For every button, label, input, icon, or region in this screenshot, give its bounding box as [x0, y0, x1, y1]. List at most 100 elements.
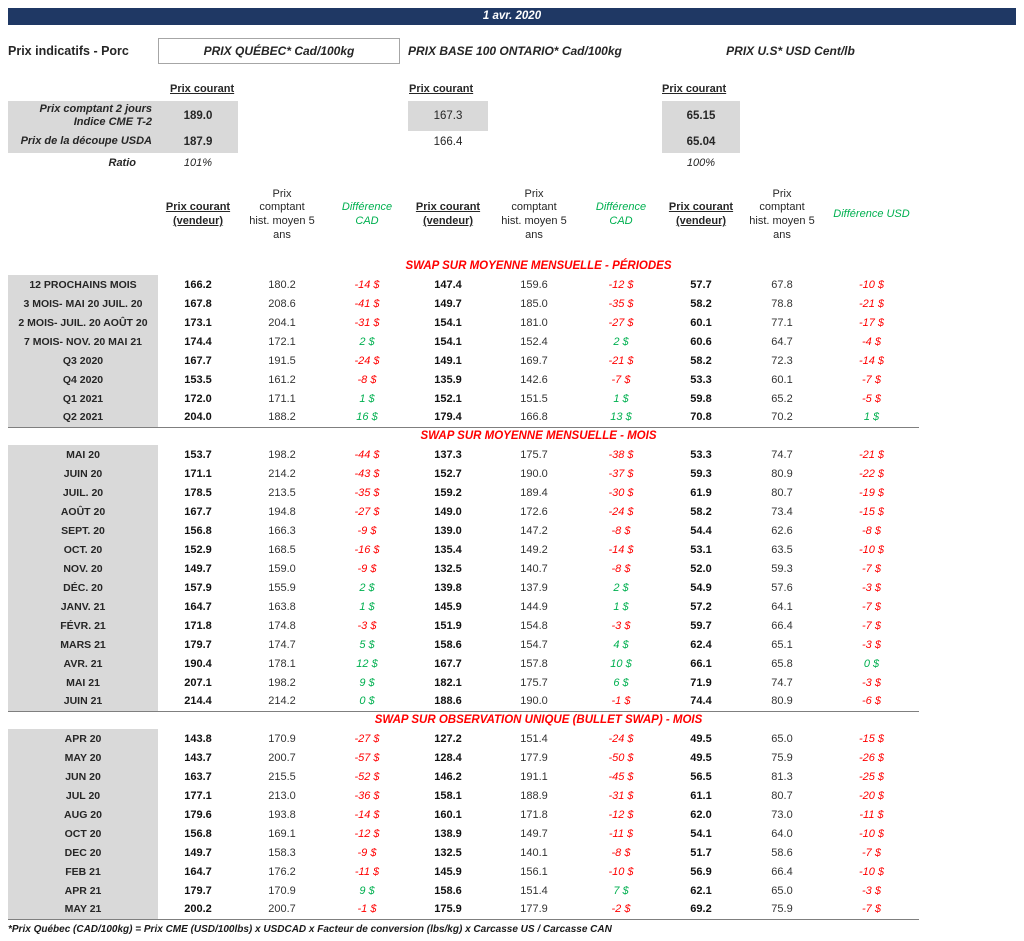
us-difference: -10 $ [858, 543, 885, 556]
qc-difference: 1 $ [359, 600, 375, 613]
qc-prix-hist: 213.0 [268, 789, 296, 802]
us-difference: -14 $ [858, 354, 885, 367]
row-label: MAY 20 [8, 748, 158, 767]
spot-usda-quebec: 187.9 [158, 131, 238, 153]
us-prix-hist: 72.3 [771, 354, 793, 367]
qc-prix-courant: 171.8 [184, 619, 212, 632]
section-header-row: SWAP SUR OBSERVATION UNIQUE (BULLET SWAP… [8, 710, 920, 729]
on-difference: -12 $ [608, 808, 634, 821]
table-row: SEPT. 20 156.8 166.3 -9 $ 139.0 147.2 -8 $ 54.4… [8, 521, 919, 540]
qc-prix-courant: 153.5 [184, 373, 212, 386]
table-row: JUIL. 20 178.5 213.5 -35 $ 159.2 189.4 -30 $ 61… [8, 483, 919, 502]
on-difference: -30 $ [608, 486, 634, 499]
qc-difference: -35 $ [354, 486, 380, 499]
col-header-vendeur-on: Prix courant (vendeur) [415, 201, 481, 227]
col-header-diff-cad-qc: Différence CAD [341, 201, 393, 227]
table-row: MAI 21 207.1 198.2 9 $ 182.1 175.7 6 $ 71.9 74.7… [8, 673, 919, 692]
qc-difference: -27 $ [354, 505, 380, 518]
qc-prix-hist: 174.8 [268, 619, 296, 632]
qc-difference: -27 $ [354, 732, 380, 745]
qc-prix-hist: 215.5 [268, 770, 296, 783]
qc-prix-courant: 167.8 [184, 297, 212, 310]
on-prix-courant: 152.7 [434, 467, 462, 480]
qc-difference: -41 $ [354, 297, 380, 310]
on-difference: 10 $ [610, 657, 632, 670]
on-prix-courant: 159.2 [434, 486, 462, 499]
qc-difference: 2 $ [359, 581, 375, 594]
row-label: APR 20 [8, 729, 158, 748]
qc-difference: 5 $ [359, 638, 375, 651]
on-prix-hist: 156.1 [520, 865, 548, 878]
table-row: NOV. 20 149.7 159.0 -9 $ 132.5 140.7 -8 $ 52.0 5… [8, 559, 919, 578]
qc-prix-hist: 170.9 [268, 884, 296, 897]
qc-prix-hist: 163.8 [268, 600, 296, 613]
on-prix-hist: 181.0 [520, 316, 548, 329]
us-prix-courant: 54.4 [690, 524, 712, 537]
us-prix-courant: 74.4 [690, 695, 712, 708]
qc-prix-courant: 207.1 [184, 676, 212, 689]
qc-prix-courant: 167.7 [184, 505, 212, 518]
table-row: Q3 2020 167.7 191.5 -24 $ 149.1 169.7 -21 $ 58.… [8, 351, 919, 370]
qc-difference: -9 $ [357, 524, 377, 537]
row-label: FÉVR. 21 [8, 616, 158, 635]
column-headers-row: Prix courant (vendeur) Prix comptant his… [8, 173, 919, 257]
table-row: JUIN 20 171.1 214.2 -43 $ 152.7 190.0 -37 $ 59.… [8, 464, 919, 483]
us-prix-hist: 65.0 [771, 732, 793, 745]
ratio-us: 100% [686, 157, 716, 169]
us-prix-courant: 62.1 [690, 884, 712, 897]
on-difference: -7 $ [611, 373, 631, 386]
ratio-row: Ratio 101% 100% [8, 153, 919, 173]
on-prix-courant: 135.4 [434, 543, 462, 556]
qc-prix-courant: 167.7 [184, 354, 212, 367]
us-prix-courant: 54.9 [690, 581, 712, 594]
row-label: JUIN 20 [8, 464, 158, 483]
us-prix-hist: 58.6 [771, 846, 793, 859]
us-prix-hist: 62.6 [771, 524, 793, 537]
qc-prix-courant: 164.7 [184, 600, 212, 613]
us-prix-hist: 80.7 [771, 789, 793, 802]
group-title-ontario: PRIX BASE 100 ONTARIO* Cad/100kg [408, 44, 622, 58]
on-difference: 1 $ [613, 600, 629, 613]
on-prix-courant: 127.2 [434, 732, 462, 745]
us-difference: -7 $ [862, 600, 881, 613]
us-difference: -3 $ [862, 581, 881, 594]
qc-prix-courant: 173.1 [184, 316, 212, 329]
row-label: OCT 20 [8, 824, 158, 843]
qc-difference: 12 $ [356, 657, 378, 670]
us-difference: -25 $ [858, 770, 885, 783]
table-row: MARS 21 179.7 174.7 5 $ 158.6 154.7 4 $ 62.4 65.… [8, 635, 919, 654]
us-prix-hist: 64.0 [771, 827, 793, 840]
qc-prix-hist: 169.1 [268, 827, 296, 840]
qc-prix-hist: 174.7 [268, 638, 296, 651]
qc-prix-hist: 178.1 [268, 657, 296, 670]
us-prix-hist: 65.8 [771, 657, 793, 670]
us-prix-courant: 58.2 [690, 297, 712, 310]
row-label: FEB 21 [8, 862, 158, 881]
us-difference: 0 $ [863, 657, 880, 670]
on-prix-courant: 158.6 [434, 884, 462, 897]
on-prix-courant: 149.0 [434, 505, 462, 518]
table-row: JUIN 21 214.4 214.2 0 $ 188.6 190.0 -1 $ 74.4 80… [8, 692, 919, 711]
on-prix-hist: 151.4 [520, 884, 548, 897]
on-difference: -8 $ [611, 524, 631, 537]
us-prix-hist: 77.1 [771, 316, 793, 329]
qc-prix-courant: 153.7 [184, 448, 212, 461]
on-difference: -21 $ [608, 354, 634, 367]
on-prix-hist: 177.9 [520, 751, 548, 764]
us-prix-courant: 56.9 [690, 865, 712, 878]
qc-prix-courant: 156.8 [184, 827, 212, 840]
row-label: JUIL. 20 [8, 483, 158, 502]
on-prix-hist: 159.6 [520, 278, 548, 291]
row-label: APR 21 [8, 881, 158, 900]
on-difference: 7 $ [613, 884, 629, 897]
row-label: JUL 20 [8, 786, 158, 805]
qc-prix-courant: 190.4 [184, 657, 212, 670]
qc-difference: -43 $ [354, 467, 380, 480]
on-difference: 6 $ [613, 676, 629, 689]
on-prix-courant: 146.2 [434, 770, 462, 783]
col-header-hist-on: Prix comptant hist. moyen 5 ans [501, 187, 567, 241]
table-row: 3 MOIS- MAI 20 JUIL. 20 167.8 208.6 -41 $ 14… [8, 294, 919, 313]
on-prix-hist: 191.1 [520, 770, 548, 783]
on-prix-hist: 149.7 [520, 827, 548, 840]
us-prix-hist: 74.7 [771, 448, 793, 461]
